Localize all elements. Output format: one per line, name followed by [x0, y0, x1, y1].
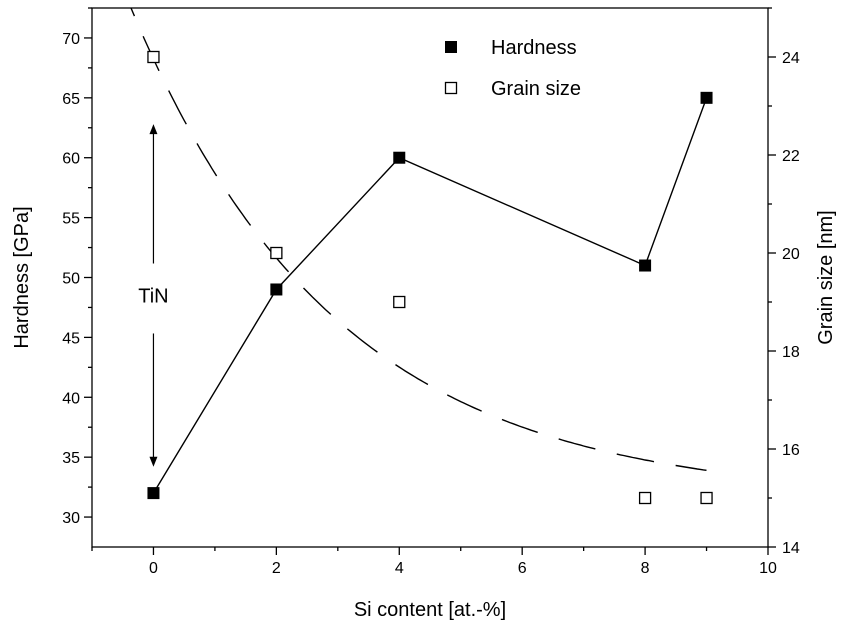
legend-grain-size-label: Grain size [491, 78, 581, 100]
y-tick-label: 70 [62, 31, 80, 48]
x-tick-label: 2 [272, 560, 281, 577]
legend-grain-size-marker [444, 81, 458, 95]
hardness-point [393, 151, 406, 164]
axes-group: 0 2 4 6 8 10303540455055606570141618202224Si … [11, 7, 837, 621]
annotation-tin: TiN [138, 285, 168, 307]
y-tick-label: 45 [62, 330, 80, 347]
annotation-arrow-up-head [149, 124, 158, 135]
y-tick-label: 55 [62, 211, 80, 228]
hardness-point [639, 259, 652, 272]
y-tick-label: 35 [62, 450, 80, 467]
y-tick-label: 50 [62, 271, 80, 288]
y-axis-title: Hardness [GPa] [11, 206, 33, 348]
y2-tick-label: 14 [782, 540, 800, 557]
legend: Hardness Grain size [444, 37, 581, 100]
grain-size-fit-group [130, 8, 707, 471]
y2-tick-label: 22 [782, 148, 800, 165]
hardness-point [270, 283, 283, 296]
grain-size-point [700, 491, 713, 505]
y2-tick-label: 18 [782, 344, 800, 361]
x-tick-label: 6 [518, 560, 527, 577]
grain-size-point [638, 491, 652, 505]
x-tick-label: 0 [149, 560, 158, 577]
y-tick-label: 40 [62, 390, 80, 407]
hardness-point [147, 487, 160, 500]
grain-size-point [393, 295, 406, 309]
legend-hardness-label: Hardness [491, 37, 577, 59]
grain-size-fit-line [130, 8, 707, 471]
y-tick-label: 60 [62, 151, 80, 168]
series-group [130, 8, 713, 505]
plot-frame [91, 7, 769, 548]
y2-axis-title: Grain size [nm] [815, 210, 837, 344]
y2-tick-label: 20 [782, 246, 800, 263]
hardness-point [700, 91, 713, 104]
x-tick-label: 8 [641, 560, 650, 577]
legend-hardness-marker [445, 41, 457, 53]
x-tick-label: 10 [759, 560, 777, 577]
y-tick-label: 65 [62, 91, 80, 108]
annotations: TiN [138, 124, 169, 467]
y2-tick-label: 24 [782, 50, 800, 67]
x-tick-label: 4 [395, 560, 404, 577]
grain-size-point [270, 246, 283, 260]
hardness-line [152, 97, 708, 494]
y-tick-label: 30 [62, 510, 80, 527]
y2-tick-label: 16 [782, 442, 800, 459]
annotation-arrow-down-head [149, 456, 158, 467]
x-axis-title: Si content [at.-%] [354, 599, 506, 621]
grain-size-point [147, 50, 160, 64]
